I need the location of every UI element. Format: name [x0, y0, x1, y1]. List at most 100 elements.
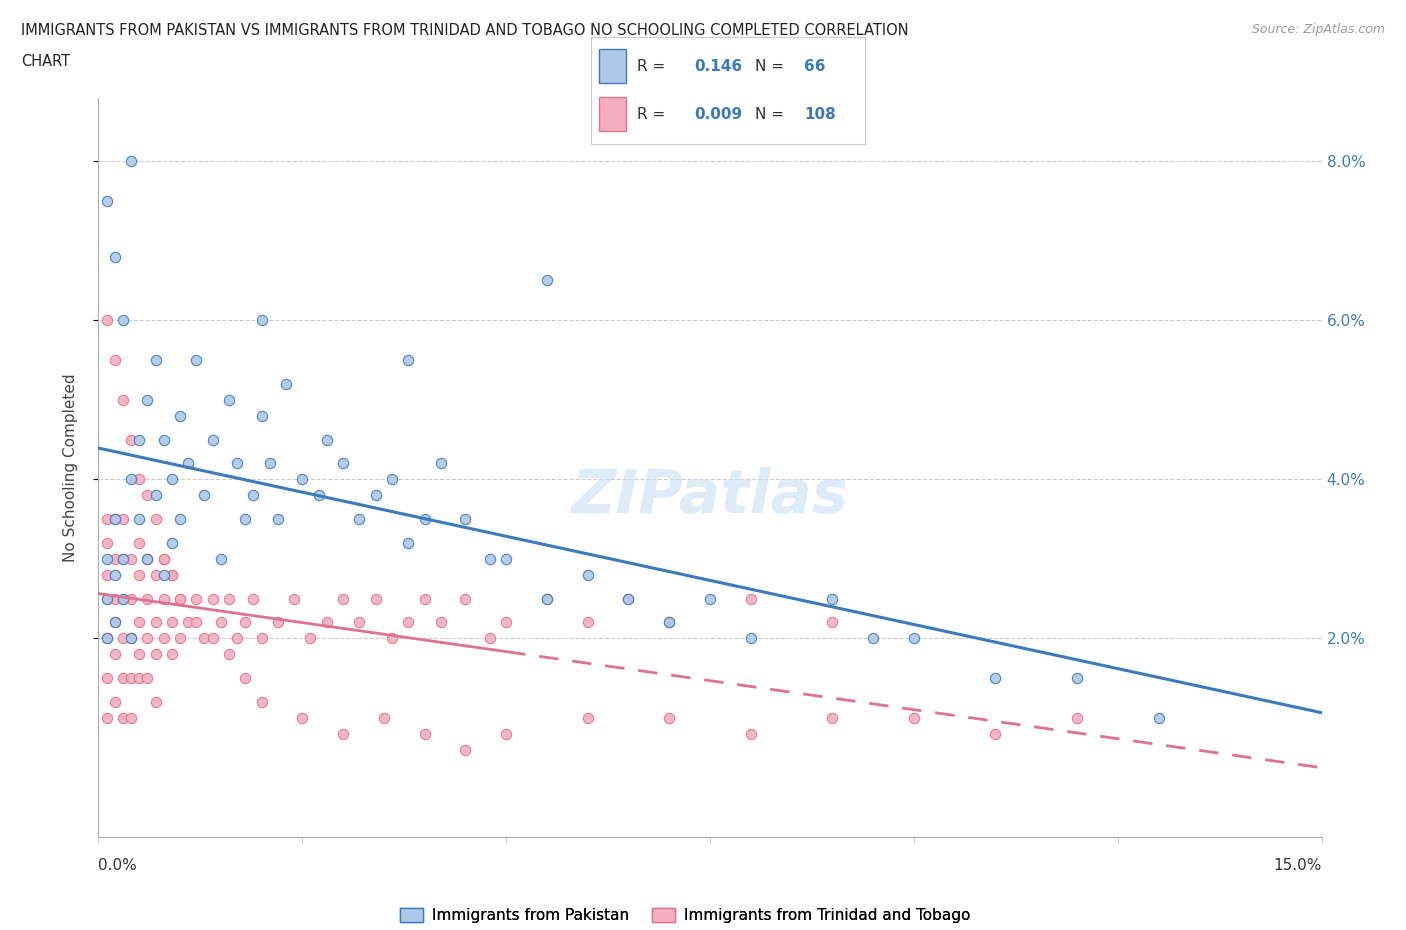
Point [136, 551, 159, 566]
Point [152, 591, 174, 606]
Point [495, 615, 517, 630]
Point [430, 615, 453, 630]
Point [111, 392, 134, 407]
Point [454, 742, 477, 757]
Point [193, 487, 215, 502]
Point [177, 456, 200, 471]
Point [96, 631, 118, 645]
Point [128, 536, 150, 551]
Point [740, 726, 762, 741]
Point [160, 567, 183, 582]
Point [136, 591, 159, 606]
Point [104, 695, 127, 710]
Point [120, 711, 142, 725]
Point [96, 631, 118, 645]
Point [315, 432, 337, 447]
Point [658, 615, 681, 630]
Point [169, 591, 191, 606]
Point [250, 312, 273, 327]
Point [201, 591, 224, 606]
Point [160, 567, 183, 582]
Point [186, 591, 208, 606]
Point [226, 631, 249, 645]
Point [104, 615, 127, 630]
Point [349, 615, 371, 630]
Point [862, 631, 884, 645]
Point [250, 408, 273, 423]
Point [96, 591, 118, 606]
Text: 0.009: 0.009 [695, 107, 742, 122]
Text: N =: N = [755, 107, 789, 122]
Point [128, 432, 150, 447]
Text: R =: R = [637, 107, 671, 122]
Point [145, 646, 167, 661]
Point [903, 711, 925, 725]
Point [740, 631, 762, 645]
Point [104, 249, 127, 264]
Point [111, 711, 134, 725]
Point [169, 512, 191, 526]
Point [250, 631, 273, 645]
Point [332, 456, 354, 471]
Point [111, 512, 134, 526]
Text: IMMIGRANTS FROM PAKISTAN VS IMMIGRANTS FROM TRINIDAD AND TOBAGO NO SCHOOLING COM: IMMIGRANTS FROM PAKISTAN VS IMMIGRANTS F… [21, 23, 908, 38]
Point [536, 591, 558, 606]
Point [478, 551, 501, 566]
Point [903, 631, 925, 645]
Point [299, 631, 322, 645]
Point [364, 591, 387, 606]
Point [1066, 671, 1088, 685]
Point [111, 671, 134, 685]
Point [396, 615, 419, 630]
Point [536, 591, 558, 606]
Bar [599, 97, 626, 131]
Text: R =: R = [637, 59, 671, 73]
Point [96, 567, 118, 582]
Point [821, 591, 844, 606]
Point [233, 615, 256, 630]
Point [104, 352, 127, 367]
Point [96, 312, 118, 327]
Point [145, 487, 167, 502]
Point [160, 615, 183, 630]
Point [169, 408, 191, 423]
Point [218, 646, 240, 661]
Point [242, 591, 264, 606]
Point [984, 671, 1007, 685]
Text: 66: 66 [804, 59, 825, 73]
Point [96, 711, 118, 725]
Point [413, 591, 436, 606]
Point [267, 615, 290, 630]
Point [576, 711, 599, 725]
Point [120, 432, 142, 447]
Point [104, 512, 127, 526]
Point [169, 591, 191, 606]
Point [283, 591, 305, 606]
Point [218, 392, 240, 407]
Point [120, 671, 142, 685]
Text: ZIPatlas: ZIPatlas [571, 468, 849, 526]
Point [128, 512, 150, 526]
Point [111, 312, 134, 327]
Point [152, 631, 174, 645]
Point [218, 591, 240, 606]
Bar [599, 49, 626, 83]
Point [821, 711, 844, 725]
Point [495, 551, 517, 566]
Point [160, 646, 183, 661]
Point [145, 695, 167, 710]
Point [821, 615, 844, 630]
Point [145, 615, 167, 630]
Point [495, 726, 517, 741]
Point [104, 615, 127, 630]
Point [536, 273, 558, 288]
Point [160, 472, 183, 486]
Point [145, 352, 167, 367]
Point [136, 487, 159, 502]
Point [201, 631, 224, 645]
Point [96, 193, 118, 208]
Point [658, 615, 681, 630]
Point [984, 726, 1007, 741]
Point [128, 567, 150, 582]
Point [96, 551, 118, 566]
